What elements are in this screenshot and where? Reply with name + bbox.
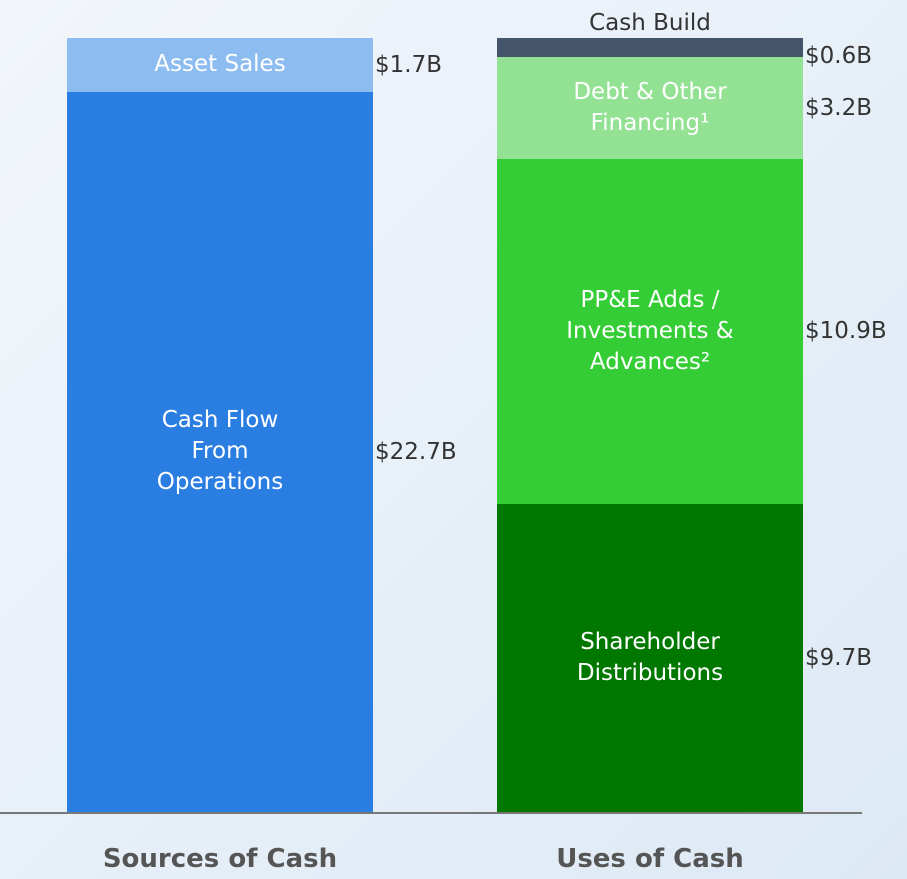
x-tick-label: Sources of Cash [102,844,338,874]
value-label: $1.7B [375,51,442,78]
bar-segment [497,38,803,58]
segment-label: PP&E Adds / Investments & Advances² [566,286,734,375]
segment-label: Debt & Other Financing¹ [573,78,727,136]
bar-segment: Debt & Other Financing¹ [497,57,803,159]
bar-segment: Shareholder Distributions [497,504,803,812]
x-tick-label: Uses of Cash [556,844,744,874]
value-label: $3.2B [805,94,872,121]
bar-segment: Cash Flow From Operations [67,91,373,812]
baseline [0,812,862,814]
segment-label: Shareholder Distributions [576,629,724,687]
value-label: $0.6B [805,42,872,69]
segment-label: Cash Build [589,10,711,36]
bar-segment: PP&E Adds / Investments & Advances² [497,158,803,505]
value-label: $22.7B [375,438,457,465]
bar-segment: Asset Sales [67,38,373,92]
value-label: $9.7B [805,645,872,672]
value-label: $10.9B [805,318,887,345]
segment-label: Asset Sales [154,51,286,78]
segment-label: Cash Flow From Operations [156,407,284,496]
